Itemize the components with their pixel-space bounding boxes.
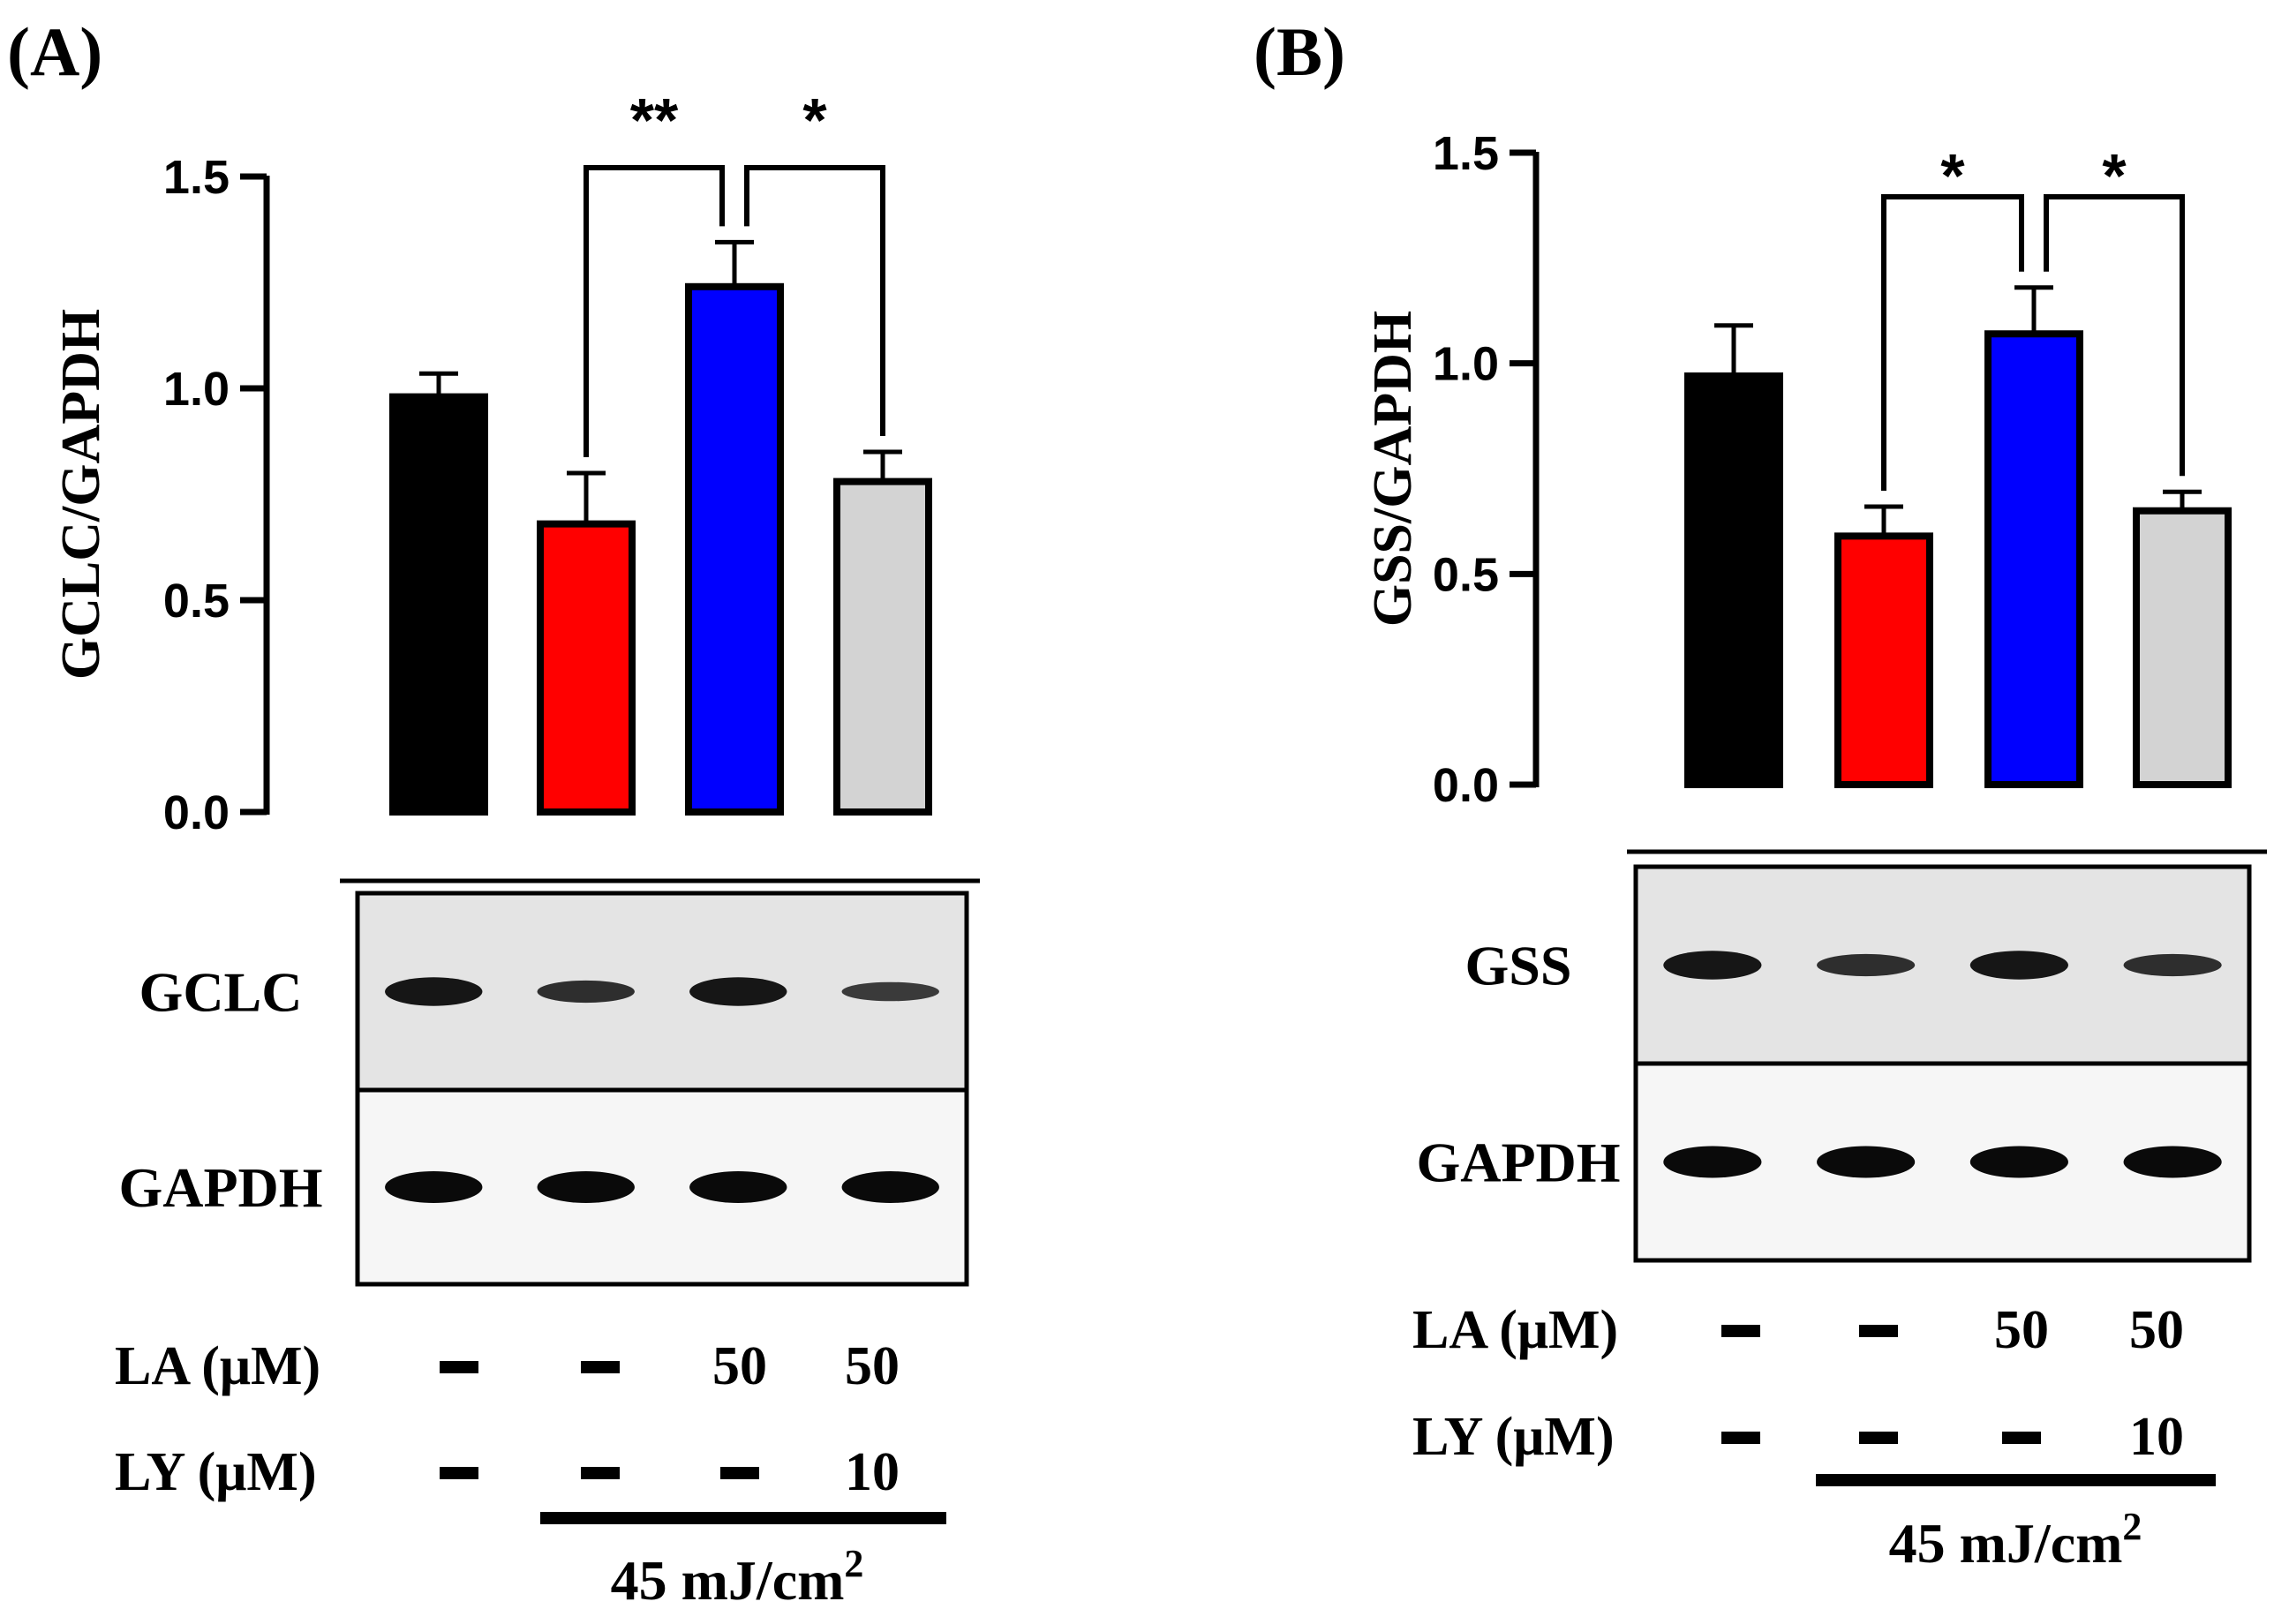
blot-row-label: GAPDH [1416, 1132, 1620, 1194]
uv-dose-label: 45 mJ/cm2 [611, 1542, 864, 1612]
bar [1684, 372, 1783, 788]
treatment-dash [440, 1361, 478, 1373]
significance-label: ** [630, 86, 679, 154]
blot-band [2123, 953, 2222, 977]
bar [2133, 507, 2232, 788]
significance-bracket [2044, 194, 2185, 477]
blot-band [385, 1171, 483, 1203]
blot-band [2123, 1146, 2222, 1178]
treatment-dash [440, 1467, 478, 1479]
treatment-dash [1859, 1432, 1898, 1444]
blot-row-label: GCLC [139, 961, 303, 1024]
y-tick-label: 0.5 [163, 575, 230, 628]
significance-label: * [2102, 141, 2127, 210]
treatment-dash [581, 1361, 620, 1373]
treatment-value: 50 [2129, 1300, 2184, 1360]
treatment-value: 10 [845, 1442, 900, 1502]
significance-bracket [1881, 194, 2024, 491]
panel-1: (B) 0.0 0.5 1.0 1.5 GSS/GAPDH * * GSS GAPDH LA (μM… [1254, 13, 2267, 1575]
treatment-dash [1859, 1325, 1898, 1337]
significance-bracket [744, 165, 885, 436]
treatment-value: 50 [712, 1336, 767, 1396]
blot-band [1817, 953, 1916, 977]
significance-bracket [584, 165, 725, 457]
y-tick-label: 1.0 [163, 363, 230, 416]
panel-label: (A) [7, 13, 102, 90]
blot-band [841, 981, 939, 1002]
bar [685, 282, 784, 816]
treatment-value: 10 [2129, 1407, 2184, 1467]
blot-row-label: GAPDH [118, 1156, 322, 1219]
blot-band [689, 977, 787, 1006]
y-tick-label: 1.5 [1433, 127, 1499, 180]
blot-band [1817, 1146, 1916, 1178]
significance-label: * [1940, 141, 1965, 210]
blot-band [1663, 1146, 1762, 1178]
y-tick-label: 0.5 [1433, 548, 1499, 601]
uv-dose-label: 45 mJ/cm2 [1889, 1505, 2142, 1575]
y-tick-label: 1.0 [1433, 338, 1499, 391]
treatment-dash [1721, 1432, 1760, 1444]
bar [833, 477, 932, 816]
treatment-dash [581, 1467, 620, 1479]
blot-band [537, 980, 635, 1004]
blot-band [385, 977, 483, 1006]
bar [389, 393, 488, 816]
treatment-label: LY (μM) [115, 1442, 317, 1502]
treatment-dash [2002, 1432, 2041, 1444]
panel-label: (B) [1254, 13, 1345, 90]
bar [1984, 330, 2083, 788]
treatment-label: LA (μM) [1412, 1300, 1618, 1360]
y-tick-label: 0.0 [163, 786, 230, 839]
blot-band [841, 1171, 939, 1203]
blot-row-label: GSS [1465, 935, 1572, 997]
blot-band [689, 1171, 787, 1203]
treatment-label: LA (μM) [115, 1336, 320, 1396]
blot-band [1969, 1146, 2068, 1178]
y-tick-label: 1.5 [163, 151, 230, 204]
treatment-dash [720, 1467, 759, 1479]
blot-band [537, 1171, 635, 1203]
blot-band [1663, 951, 1762, 980]
y-tick-label: 0.0 [1433, 759, 1499, 812]
bar [1834, 532, 1933, 789]
treatment-value: 50 [1994, 1300, 2049, 1360]
y-axis-label: GSS/GAPDH [1363, 311, 1423, 627]
treatment-value: 50 [845, 1336, 900, 1396]
y-axis-label: GCLC/GAPDH [51, 309, 111, 680]
blot-band [1969, 951, 2068, 980]
bar [537, 520, 636, 816]
treatment-label: LY (μM) [1412, 1407, 1615, 1467]
treatment-dash [1721, 1325, 1760, 1337]
significance-label: * [802, 86, 827, 154]
